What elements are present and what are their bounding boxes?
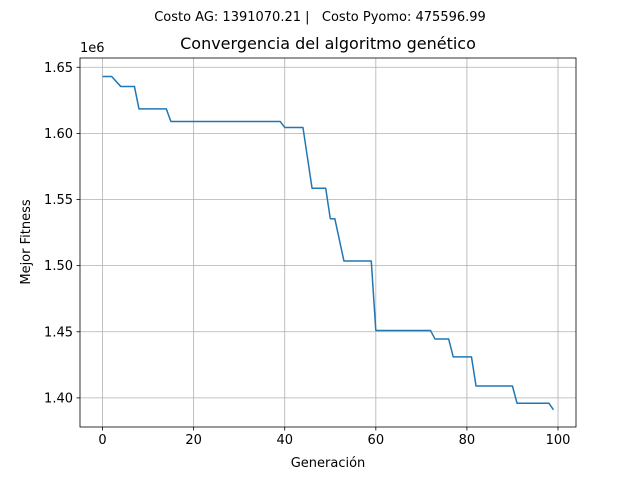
series-line-mejor-fitness xyxy=(102,75,555,411)
header-note: Costo AG: 1391070.21 | Costo Pyomo: 4755… xyxy=(154,10,486,25)
chart-title: Convergencia del algoritmo genético xyxy=(180,34,476,53)
axis-ticks: 0 20 40 60 80 100 1.40 1.45 1.50 1.55 1.60 1.65 xyxy=(44,61,570,448)
y-tick-label: 1.65 xyxy=(44,61,73,76)
y-axis-label: Mejor Fitness xyxy=(19,199,34,285)
y-offset-label: 1e6 xyxy=(80,41,105,56)
y-tick-label: 1.40 xyxy=(44,391,73,406)
x-tick-label: 40 xyxy=(276,433,293,448)
y-tick-label: 1.60 xyxy=(44,127,73,142)
y-tick-label: 1.55 xyxy=(44,193,73,208)
y-tick-label: 1.50 xyxy=(44,259,73,274)
x-axis-label: Generación xyxy=(291,456,366,471)
plot-frame xyxy=(79,57,577,428)
y-tick-label: 1.45 xyxy=(44,325,73,340)
x-tick-label: 60 xyxy=(368,433,385,448)
grid-lines xyxy=(80,58,576,427)
x-tick-label: 80 xyxy=(459,433,476,448)
x-tick-label: 100 xyxy=(546,433,571,448)
x-tick-label: 20 xyxy=(185,433,202,448)
x-tick-label: 0 xyxy=(98,433,106,448)
